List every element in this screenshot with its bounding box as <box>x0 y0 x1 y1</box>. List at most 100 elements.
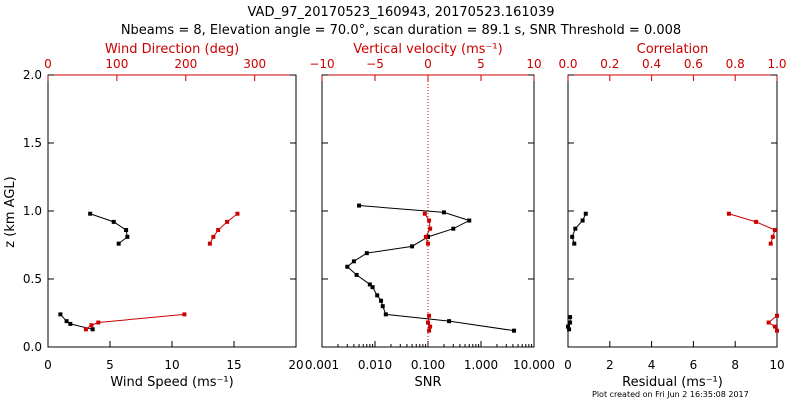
panel-3-frame <box>567 74 778 348</box>
panel-2-bottom-tick-label: 0.010 <box>358 358 392 372</box>
panel-2-series-2-point <box>427 313 432 318</box>
panel-1-series-1-point <box>68 321 73 326</box>
panel-2-series-1-point <box>512 328 517 333</box>
panel-3-series-1-point <box>570 234 575 239</box>
panel-2-top-axis-label: Vertical velocity (ms⁻¹) <box>353 42 502 57</box>
y-tick-label: 0.0 <box>23 340 42 354</box>
panel-1-series-2-point <box>182 312 187 317</box>
panel-1-top-tick-label: 300 <box>243 57 266 71</box>
panel-1-bottom-tick-label: 10 <box>164 358 179 372</box>
panel-1-top-tick-label: 0 <box>44 57 52 71</box>
y-tick-label: 1.0 <box>23 204 42 218</box>
panel-1-series-1-point <box>64 319 69 324</box>
panel-3-series-2-point <box>770 234 775 239</box>
panel-2-series-1-point <box>364 251 369 256</box>
panel-1-series-2-point <box>83 327 88 332</box>
panel-1-series-2-line <box>209 213 238 244</box>
panel-3-series-2-line <box>767 315 778 331</box>
panel-1-series-2-point <box>89 323 94 328</box>
panel-2-series-1-point <box>451 226 456 231</box>
panel-1-series-1-point <box>111 219 116 224</box>
panel-3-top-tick-label: 0.8 <box>726 57 745 71</box>
panel-2-series-1-point <box>351 259 356 264</box>
panel-3-series-1-point <box>568 315 573 320</box>
panel-3-series-1-point <box>566 324 570 329</box>
panel-3-series-1-point <box>572 241 577 246</box>
panel-2-series-1-point <box>383 312 388 317</box>
panel-1-series-2-line <box>85 313 185 330</box>
panel-2-series-1-point <box>467 218 472 223</box>
panel-2-top-tick-label: 0 <box>424 57 432 71</box>
panel-2-series-1-point <box>354 272 359 277</box>
panel-3-series-2-point <box>768 241 773 246</box>
panel-3-top-tick-label: 0.6 <box>684 57 703 71</box>
y-tick-label: 2.0 <box>23 68 42 82</box>
panel-3-series-2-point <box>772 324 777 329</box>
panel-2-series-1-point <box>357 203 362 208</box>
figure-title-line1: VAD_97_20170523_160943, 20170523.161039 <box>248 5 555 20</box>
panel-2-series-1-point <box>447 319 452 324</box>
panel-2-series-1-point <box>441 210 446 215</box>
panel-1-series-1-point <box>90 327 95 332</box>
y-tick-label: 1.5 <box>23 136 42 150</box>
panel-2-top-tick-label: −10 <box>309 57 334 71</box>
panel-2-series-2-point <box>422 211 427 216</box>
panel-2-series-1-point <box>379 298 384 303</box>
panel-2-series-1-line <box>346 205 515 332</box>
panel-3-series-1-point <box>567 327 572 332</box>
y-axis-label: z (km AGL) <box>3 176 18 247</box>
panel-1-bottom-tick-label: 0 <box>44 358 52 372</box>
panel-3-bottom-tick-label: 0 <box>564 358 572 372</box>
panel-3-series-2-point <box>775 313 779 318</box>
panel-1-series-2-point <box>211 234 216 239</box>
panel-3-top-tick-label: 1.0 <box>767 57 786 71</box>
panel-2-series-2-point <box>428 226 433 231</box>
panel-2-series-1-point <box>410 244 415 249</box>
plot-footer: Plot created on Fri Jun 2 16:35:08 2017 <box>592 390 749 399</box>
panel-3-series-2-point <box>772 228 777 233</box>
panel-1-series-2-point <box>96 320 101 325</box>
panel-2-series-1-point <box>380 304 385 309</box>
panel-3-series-2-point <box>766 320 771 325</box>
panel-3-top-tick-label: 0.4 <box>642 57 661 71</box>
panel-3-bottom-tick-label: 10 <box>769 358 784 372</box>
panel-2-series-2-point <box>423 234 428 239</box>
figure-title-line2: Nbeams = 8, Elevation angle = 70.0°, sca… <box>121 23 681 38</box>
panel-2-series-2-point <box>427 218 432 223</box>
panel-1-series-1-point <box>124 228 129 233</box>
panel-1-bottom-tick-label: 5 <box>106 358 114 372</box>
panel-3-top-axis-label: Correlation <box>637 42 709 57</box>
panel-1-series-1-point <box>58 312 63 317</box>
panel-1-series-1-point <box>116 241 121 246</box>
panel-1-frame <box>47 74 297 348</box>
panel-2-bottom-tick-label: 0.001 <box>305 358 339 372</box>
panel-3-bottom-tick-label: 8 <box>731 358 739 372</box>
panel-3-series-2-point <box>726 211 731 216</box>
panel-3-series-1-point <box>583 211 588 216</box>
panel-1-bottom-tick-label: 15 <box>226 358 241 372</box>
panel-3-top-tick-label: 0.0 <box>558 57 577 71</box>
panel-1-series-2-point <box>207 241 212 246</box>
panel-2-bottom-tick-label: 0.100 <box>411 358 445 372</box>
panel-3-series-1-point <box>573 226 578 231</box>
y-tick-label: 0.5 <box>23 272 42 286</box>
panel-3-bottom-tick-label: 2 <box>606 358 614 372</box>
panel-2-top-tick-label: 10 <box>526 57 541 71</box>
panel-2-top-tick-label: 5 <box>477 57 485 71</box>
panel-3-bottom-tick-label: 4 <box>648 358 656 372</box>
panel-1-top-axis-label: Wind Direction (deg) <box>105 42 239 57</box>
panel-2-series-1-point <box>345 264 350 269</box>
panel-2-top-tick-label: −5 <box>366 57 384 71</box>
panel-2-series-1-point <box>375 293 380 298</box>
panel-1-top-tick-label: 200 <box>174 57 197 71</box>
panel-1-bottom-axis-label: Wind Speed (ms⁻¹) <box>110 375 233 390</box>
panel-2-series-2-point <box>426 241 430 246</box>
panel-1-series-2-point <box>216 228 221 233</box>
panel-2-series-2-point <box>428 324 433 329</box>
panel-1-series-1-line <box>89 213 128 245</box>
panel-2-bottom-axis-label: SNR <box>414 375 441 390</box>
panel-2-bottom-tick-label: 10.000 <box>513 358 555 372</box>
panel-2-series-2-point <box>427 328 432 333</box>
